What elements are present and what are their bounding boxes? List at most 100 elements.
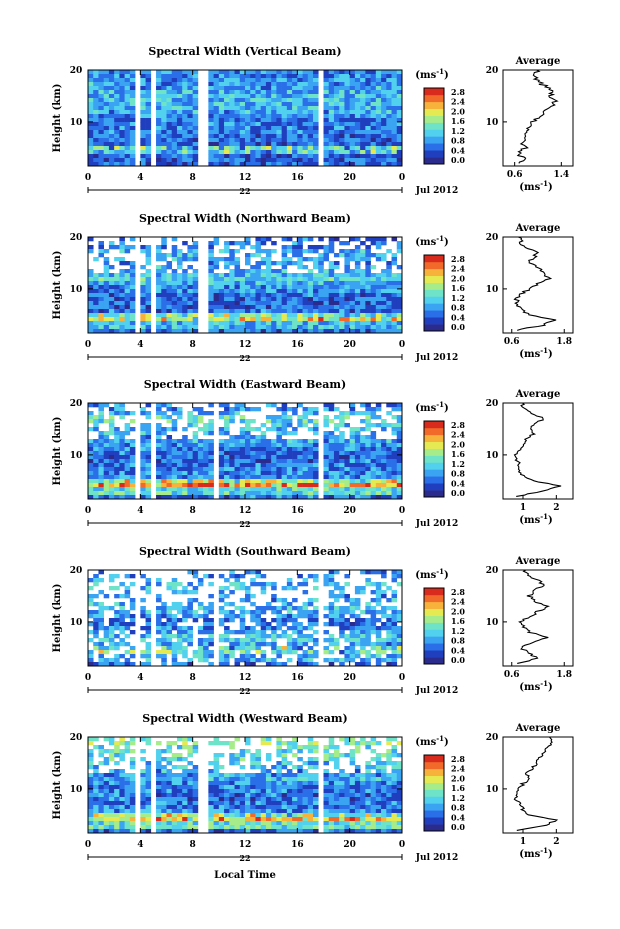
heatmap-cell: [229, 483, 235, 488]
heatmap-cell: [145, 321, 152, 326]
heatmap-cell: [271, 78, 277, 83]
heatmap-cell: [328, 463, 335, 468]
heatmap-cell: [396, 618, 403, 623]
heatmap-cell: [360, 138, 366, 143]
heatmap-cell: [271, 455, 277, 460]
heatmap-cell: [313, 257, 319, 262]
heatmap-cell: [124, 443, 131, 448]
heatmap-cell: [88, 475, 94, 480]
heatmap-cell: [365, 443, 371, 448]
heatmap-cell: [281, 423, 288, 428]
heatmap-cell: [197, 459, 204, 464]
heatmap-cell: [396, 134, 403, 139]
heatmap-cell: [98, 118, 104, 123]
heatmap-cell: [88, 301, 94, 306]
heatmap-cell: [276, 451, 282, 456]
heatmap-cell: [119, 245, 125, 250]
heatmap-cell: [114, 646, 120, 651]
heatmap-cell: [245, 305, 251, 310]
heatmap-cell: [98, 313, 104, 318]
heatmap-cell: [93, 781, 99, 786]
heatmap-cell: [108, 626, 115, 631]
heatmap-cell: [302, 650, 309, 655]
heatmap-cell: [302, 305, 309, 310]
heatmap-cell: [239, 114, 246, 119]
heatmap-cell: [271, 86, 277, 91]
heatmap-cell: [323, 646, 330, 651]
heatmap-cell: [381, 106, 387, 111]
heatmap-cell: [119, 451, 125, 456]
heatmap-cell: [286, 610, 293, 615]
colorbar-tick-label: 2.0: [451, 439, 465, 449]
heatmap-cell: [114, 293, 120, 298]
heatmap-cell: [250, 126, 256, 131]
heatmap-cell: [218, 618, 225, 623]
heatmap-cell: [239, 586, 246, 591]
heatmap-cell: [260, 586, 267, 591]
avg-frame: [502, 69, 574, 167]
heatmap-cell: [108, 801, 115, 806]
heatmap-cell: [386, 126, 392, 131]
heatmap-cell: [271, 94, 277, 99]
heatmap-cell: [129, 817, 136, 822]
heatmap-cell: [156, 598, 162, 603]
heatmap-cell: [218, 317, 225, 322]
heatmap-cell: [386, 150, 392, 155]
avg-frame: [502, 236, 574, 334]
heatmap-cell: [119, 443, 125, 448]
heatmap-cell: [156, 150, 162, 155]
heatmap-cell: [171, 646, 178, 651]
heatmap-cell: [176, 475, 183, 480]
heatmap-cell: [108, 662, 115, 667]
heatmap-cell: [98, 475, 104, 480]
heatmap-cell: [281, 305, 288, 310]
heatmap-cell: [245, 487, 251, 492]
heatmap-cell: [229, 475, 235, 480]
heatmap-cell: [281, 150, 288, 155]
heatmap-cell: [124, 662, 131, 667]
heatmap-cell: [255, 622, 261, 627]
heatmap-cell: [119, 594, 125, 599]
heatmap-cell: [161, 483, 167, 488]
heatmap-cell: [286, 475, 293, 480]
heatmap-cell: [140, 662, 146, 667]
heatmap-cell: [292, 249, 298, 254]
heatmap-cell: [161, 325, 167, 330]
heatmap-cell: [375, 630, 382, 635]
heatmap-cell: [391, 483, 398, 488]
heatmap-cell: [108, 114, 115, 119]
heatmap-cell: [239, 658, 246, 663]
heatmap-cell: [129, 463, 136, 468]
heatmap-cell: [224, 658, 230, 663]
heatmap-cell: [396, 126, 403, 131]
heatmap-cell: [276, 269, 282, 274]
heatmap-cell: [229, 411, 235, 416]
heatmap-cell: [245, 150, 251, 155]
heatmap-cell: [297, 662, 303, 667]
heatmap-cell: [93, 146, 99, 151]
heatmap-cell: [313, 455, 319, 460]
heatmap-cell: [339, 610, 345, 615]
heatmap-cell: [208, 273, 214, 278]
heatmap-cell: [260, 658, 267, 663]
heatmap-cell: [108, 809, 115, 814]
heatmap-cell: [260, 86, 267, 91]
heatmap-cell: [234, 495, 241, 500]
heatmap-cell: [323, 459, 330, 464]
heatmap-cell: [307, 130, 314, 135]
heatmap-cell: [281, 646, 288, 651]
heatmap-cell: [161, 106, 167, 111]
heatmap-cell: [375, 70, 382, 75]
heatmap-cell: [265, 329, 272, 334]
heatmap-cell: [265, 138, 272, 143]
heatmap-cell: [161, 146, 167, 151]
heatmap-cell: [354, 110, 361, 115]
heatmap-cell: [145, 289, 152, 294]
heatmap-cell: [129, 813, 136, 818]
heatmap-cell: [114, 110, 120, 115]
heatmap-cell: [281, 237, 288, 242]
heatmap-cell: [229, 86, 235, 91]
colorbar-tick-label: 0.8: [451, 136, 465, 146]
heatmap-cell: [323, 630, 330, 635]
heatmap-cell: [365, 257, 371, 262]
